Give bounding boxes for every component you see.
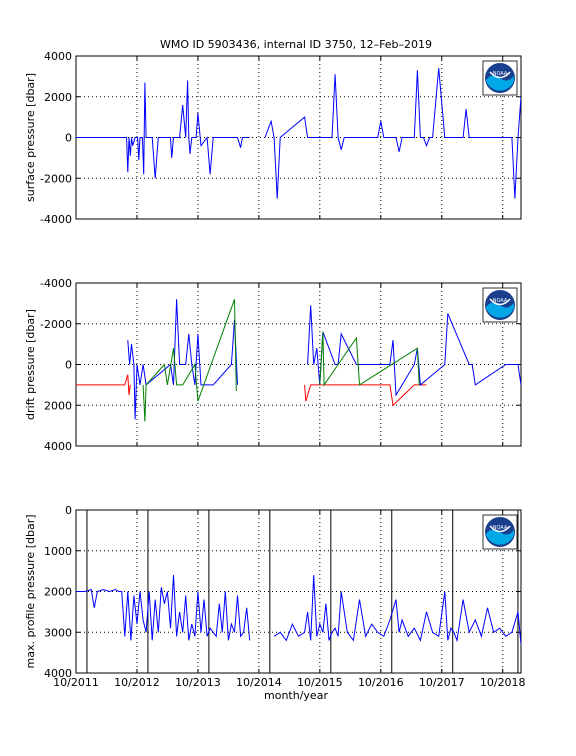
y-tick-label: -2000 <box>40 172 72 185</box>
logo-bird <box>489 525 511 533</box>
figure-title: WMO ID 5903436, internal ID 3750, 12–Feb… <box>160 38 432 51</box>
x-tick-label: 10/2014 <box>236 676 282 689</box>
y-axis-label: drift pressure [dbar] <box>24 309 37 420</box>
series-line <box>304 384 427 407</box>
logo-text: NOAA <box>493 71 508 77</box>
series-line <box>142 299 237 422</box>
logo-wave <box>486 529 514 545</box>
noaa-logo: NOAA <box>482 60 518 96</box>
x-tick-label: 10/2015 <box>297 676 343 689</box>
y-tick-label: -4000 <box>40 213 72 226</box>
x-tick-label: 10/2011 <box>53 676 99 689</box>
y-tick-label: 0 <box>65 504 72 517</box>
y-axis-label: surface pressure [dbar] <box>24 73 37 202</box>
y-tick-label: 2000 <box>44 399 72 412</box>
logo-text: NOAA <box>493 525 508 531</box>
y-tick-label: -4000 <box>40 277 72 290</box>
logo-text: NOAA <box>493 298 508 304</box>
y-tick-label: 0 <box>65 132 72 145</box>
series-line <box>127 299 238 420</box>
noaa-logo: NOAA <box>482 287 518 323</box>
y-tick-label: -2000 <box>40 318 72 331</box>
y-tick-label: 3000 <box>44 626 72 639</box>
x-axis-label: month/year <box>264 689 328 702</box>
y-tick-label: 0 <box>65 359 72 372</box>
series-line <box>76 575 251 641</box>
noaa-logo: NOAA <box>482 514 518 550</box>
series-line <box>319 331 420 387</box>
x-tick-label: 10/2017 <box>419 676 465 689</box>
y-tick-label: 4000 <box>44 440 72 453</box>
plot-area <box>75 509 522 674</box>
plot-area <box>75 282 522 447</box>
y-tick-label: 2000 <box>44 586 72 599</box>
series-line <box>273 575 521 645</box>
logo-wave <box>486 75 514 91</box>
logo-bird <box>489 71 511 79</box>
series-line <box>76 374 131 396</box>
x-tick-label: 10/2013 <box>175 676 221 689</box>
x-tick-label: 10/2018 <box>480 676 526 689</box>
series-line <box>264 68 521 199</box>
panel-max-profile-pressure: 0 1000 2000 3000 4000 max. profile pressure [… <box>24 504 526 689</box>
y-axis-label: max. profile pressure [dbar] <box>24 514 37 668</box>
x-tick-label: 10/2016 <box>358 676 404 689</box>
panel-drift-pressure: -4000 -2000 0 2000 4000 drift pressure [dbar]… <box>24 277 522 453</box>
panel-surface-pressure: -4000 -2000 0 2000 4000 surface pressure [dba… <box>24 50 522 226</box>
y-tick-label: 4000 <box>44 667 72 680</box>
y-tick-label: 1000 <box>44 545 72 558</box>
y-tick-label: 2000 <box>44 91 72 104</box>
x-tick-label: 10/2012 <box>114 676 160 689</box>
logo-wave <box>486 302 514 318</box>
y-tick-label: 4000 <box>44 50 72 63</box>
logo-bird <box>489 298 511 306</box>
series-line <box>76 80 250 179</box>
